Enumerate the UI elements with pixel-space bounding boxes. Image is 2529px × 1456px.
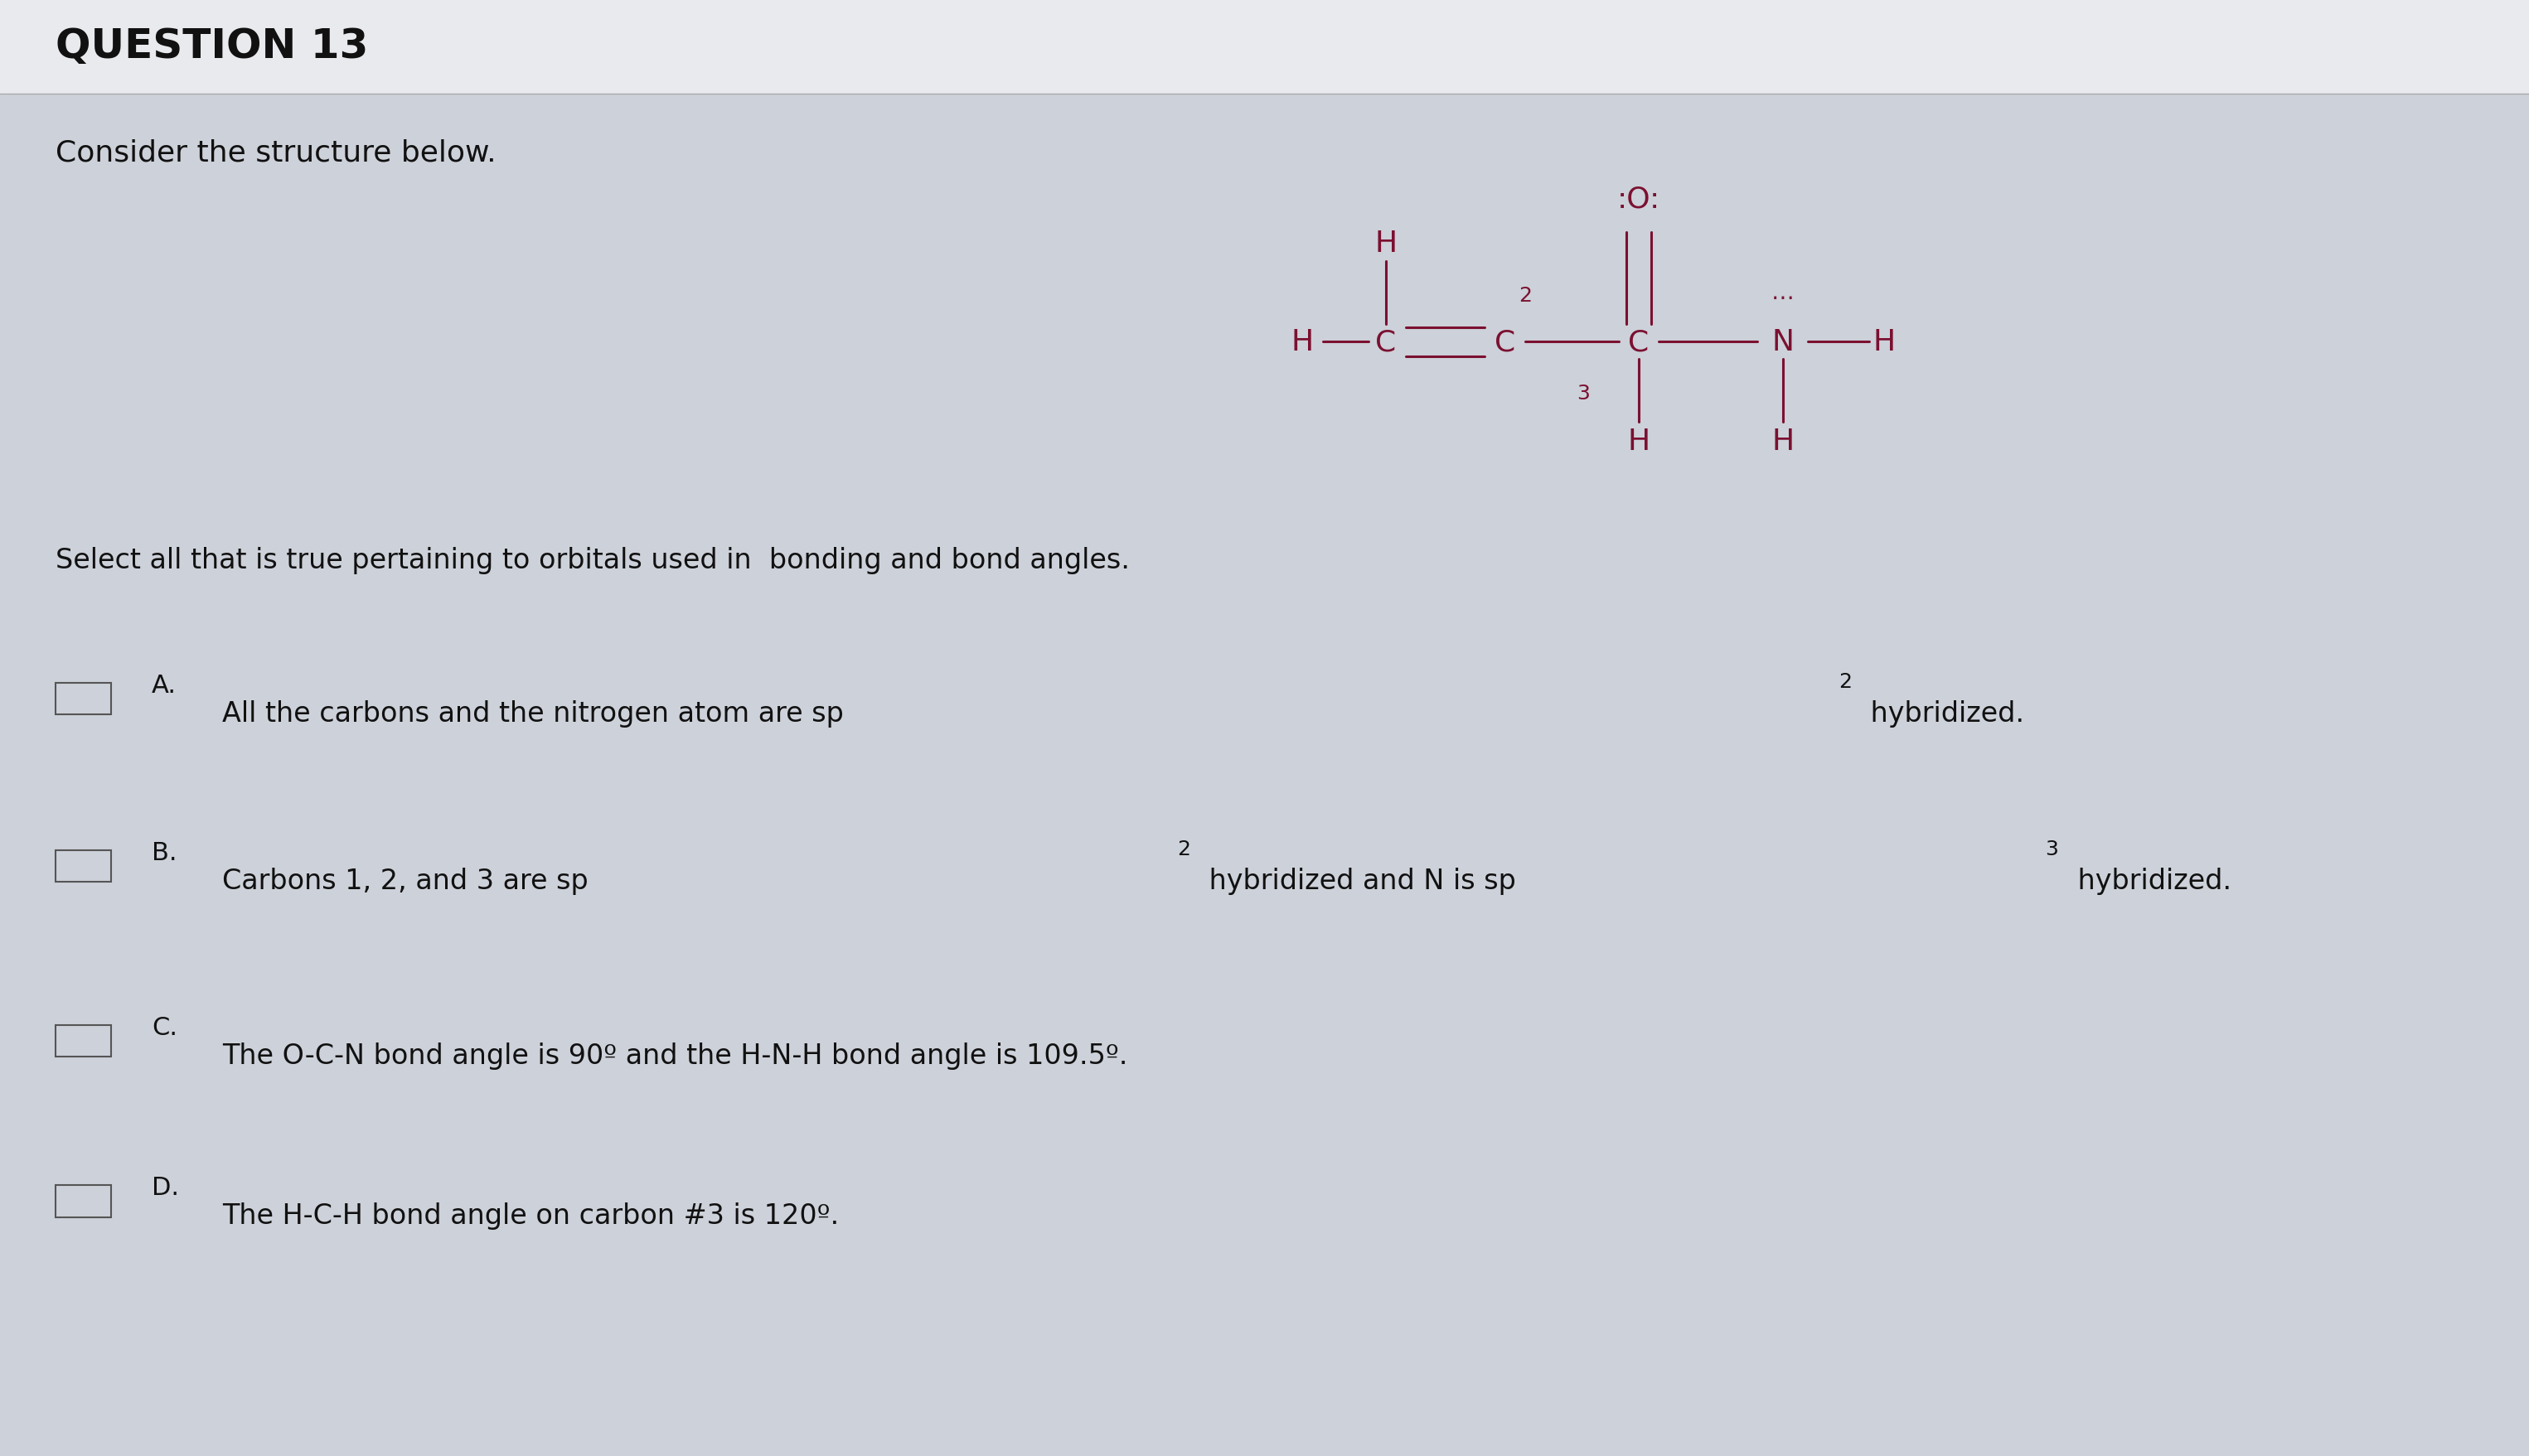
FancyBboxPatch shape xyxy=(56,850,111,882)
Text: 3: 3 xyxy=(2046,839,2059,859)
Text: The O-C-N bond angle is 90º and the H-N-H bond angle is 109.5º.: The O-C-N bond angle is 90º and the H-N-… xyxy=(223,1042,1128,1069)
Text: C: C xyxy=(1376,328,1396,357)
Text: All the carbons and the nitrogen atom are sp: All the carbons and the nitrogen atom ar… xyxy=(223,700,845,727)
Text: C: C xyxy=(1629,328,1649,357)
Text: hybridized.: hybridized. xyxy=(1861,700,2023,727)
Text: The H-C-H bond angle on carbon #3 is 120º.: The H-C-H bond angle on carbon #3 is 120… xyxy=(223,1203,840,1229)
FancyBboxPatch shape xyxy=(56,683,111,715)
Text: 3: 3 xyxy=(1576,383,1591,403)
Text: Consider the structure below.: Consider the structure below. xyxy=(56,138,496,167)
Text: :O:: :O: xyxy=(1616,185,1662,214)
Text: H: H xyxy=(1376,229,1396,258)
Text: D.: D. xyxy=(152,1175,180,1200)
Text: Carbons 1, 2, and 3 are sp: Carbons 1, 2, and 3 are sp xyxy=(223,868,589,894)
Text: Select all that is true pertaining to orbitals used in  bonding and bond angles.: Select all that is true pertaining to or… xyxy=(56,547,1130,574)
Text: H: H xyxy=(1773,427,1793,456)
Text: H: H xyxy=(1874,328,1894,357)
Text: hybridized and N is sp: hybridized and N is sp xyxy=(1201,868,1517,894)
Text: A.: A. xyxy=(152,673,177,697)
Text: C: C xyxy=(1495,328,1515,357)
Text: 2: 2 xyxy=(1517,285,1533,306)
FancyBboxPatch shape xyxy=(0,0,2529,95)
Text: hybridized.: hybridized. xyxy=(2069,868,2231,894)
Text: C.: C. xyxy=(152,1015,177,1040)
Text: QUESTION 13: QUESTION 13 xyxy=(56,26,369,67)
Text: H: H xyxy=(1292,328,1313,357)
Text: H: H xyxy=(1629,427,1649,456)
FancyBboxPatch shape xyxy=(56,1185,111,1217)
Text: B.: B. xyxy=(152,840,177,865)
Text: 2: 2 xyxy=(1839,671,1851,692)
Text: N: N xyxy=(1773,328,1793,357)
Text: ⋯: ⋯ xyxy=(1770,287,1796,310)
Text: 2: 2 xyxy=(1179,839,1191,859)
FancyBboxPatch shape xyxy=(56,1025,111,1057)
